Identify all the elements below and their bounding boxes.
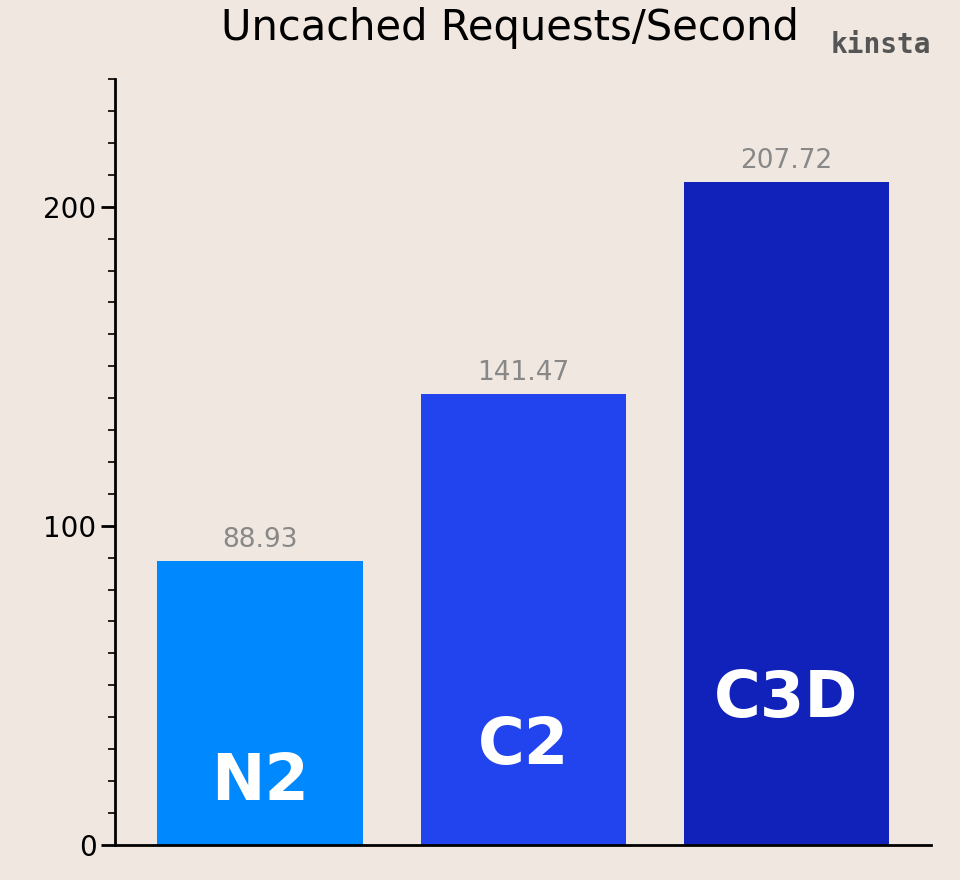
Text: C2: C2 <box>477 715 569 776</box>
Text: N2: N2 <box>211 752 309 813</box>
Text: 88.93: 88.93 <box>222 527 298 554</box>
Text: 207.72: 207.72 <box>740 148 832 174</box>
Bar <box>684 182 889 845</box>
Text: kinsta: kinsta <box>830 31 931 59</box>
Text: Uncached Requests/Second: Uncached Requests/Second <box>221 6 799 48</box>
Bar <box>157 561 363 845</box>
Text: 141.47: 141.47 <box>477 360 569 385</box>
Bar <box>420 393 626 845</box>
Text: C3D: C3D <box>714 668 858 730</box>
